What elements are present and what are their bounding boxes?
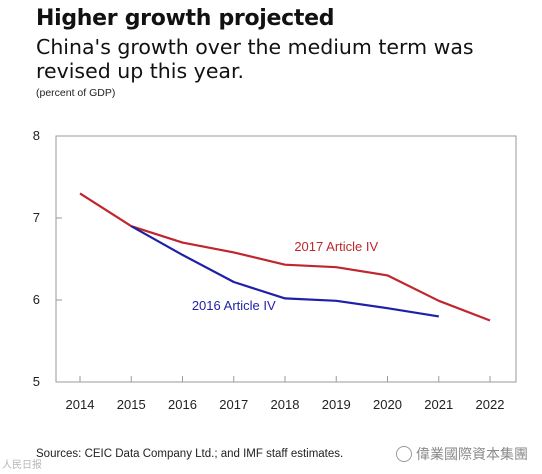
x-tick-label: 2017 (219, 397, 248, 412)
source-note: Sources: CEIC Data Company Ltd.; and IMF… (36, 448, 344, 460)
x-tick-label: 2021 (424, 397, 453, 412)
chart-title: Higher growth projected (36, 6, 335, 31)
x-tick-label: 2020 (373, 397, 402, 412)
unit-label: (percent of GDP) (36, 87, 116, 99)
x-tick-label: 2022 (476, 397, 505, 412)
y-tick-label: 7 (33, 210, 40, 225)
x-tick-label: 2015 (117, 397, 146, 412)
series-line-2016-article-iv (130, 225, 439, 318)
x-tick-label: 2018 (271, 397, 300, 412)
series-label-2016-article-iv: 2016 Article IV (192, 298, 276, 313)
y-tick-label: 5 (33, 374, 40, 389)
x-tick-label: 2016 (168, 397, 197, 412)
y-tick-label: 8 (33, 128, 40, 143)
watermark: 偉業國際資本集團 (396, 444, 528, 464)
x-tick-label: 2019 (322, 397, 351, 412)
chart-subtitle: China's growth over the medium term was … (36, 35, 474, 83)
plot-frame (55, 135, 517, 383)
watermark-text: 偉業國際資本集團 (416, 447, 528, 463)
series-label-2017-article-iv: 2017 Article IV (294, 239, 378, 254)
series-line-2017-article-iv (79, 192, 491, 322)
x-tick-label: 2014 (66, 397, 95, 412)
wechat-icon (396, 446, 412, 462)
y-tick-label: 6 (33, 292, 40, 307)
corner-watermark: 人民日报 (2, 460, 42, 471)
